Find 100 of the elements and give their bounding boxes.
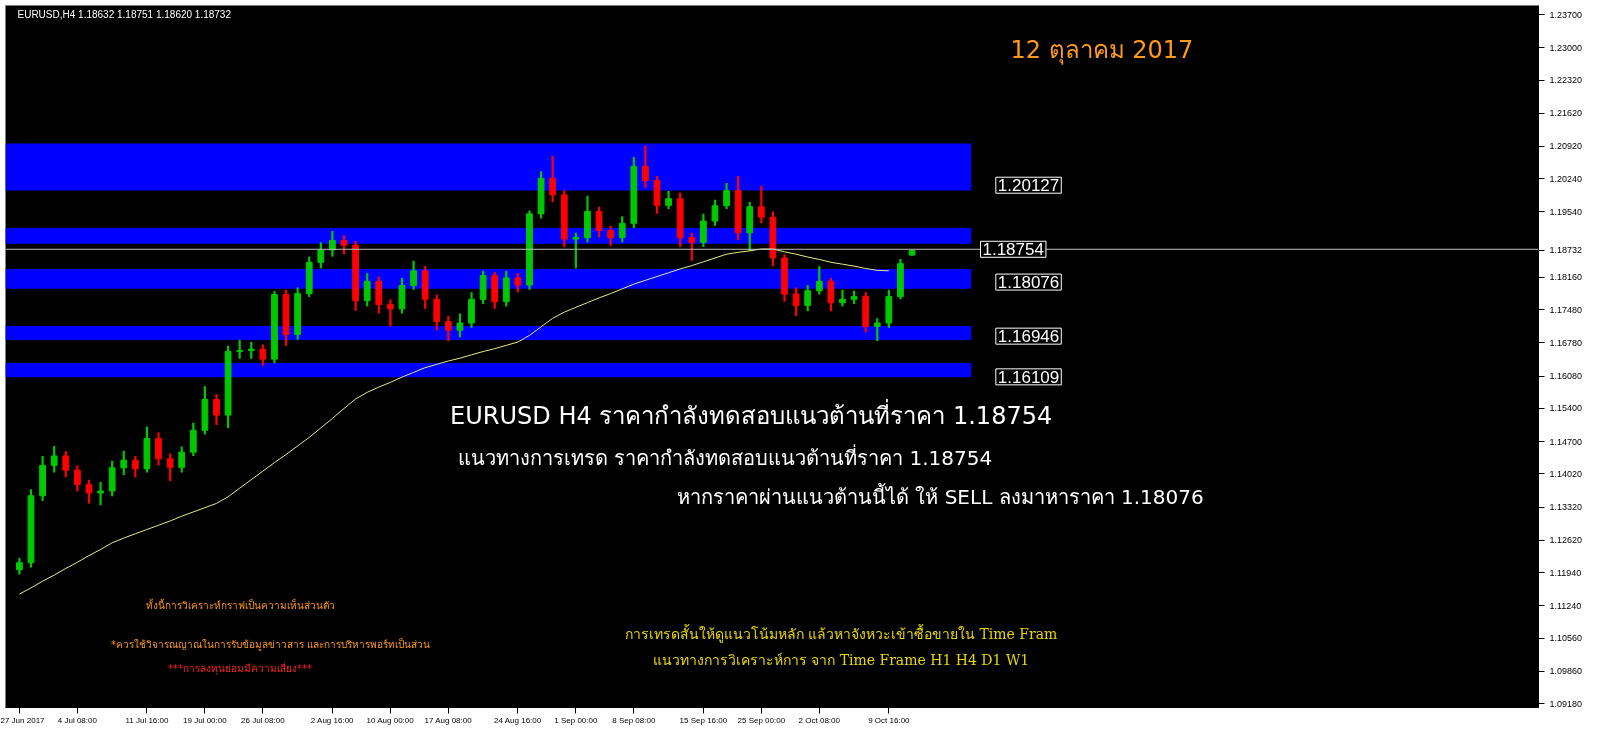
y-tick-label: 1.22320 bbox=[1549, 75, 1583, 86]
x-tick-label: 27 Jun 2017 bbox=[0, 715, 46, 725]
y-tick-label: 1.09180 bbox=[1549, 698, 1583, 709]
candlestick bbox=[329, 229, 336, 258]
candlestick bbox=[757, 184, 765, 225]
candlestick bbox=[502, 269, 510, 308]
y-tick-label: 1.20240 bbox=[1549, 173, 1583, 184]
x-tick-label: 19 Jul 00:00 bbox=[183, 715, 228, 725]
candlestick bbox=[259, 343, 267, 367]
candlestick bbox=[317, 241, 325, 270]
x-tick-label: 17 Aug 08:00 bbox=[424, 715, 473, 725]
x-tick-label: 10 Aug 00:00 bbox=[366, 715, 415, 725]
y-tick-label: 1.23000 bbox=[1549, 42, 1583, 53]
x-tick-label: 2 Aug 16:00 bbox=[310, 715, 355, 725]
candlestick bbox=[363, 272, 371, 308]
candlestick bbox=[514, 272, 522, 294]
candlestick bbox=[479, 269, 487, 306]
y-tick-label: 1.13320 bbox=[1549, 502, 1583, 513]
x-tick-label: 8 Sep 08:00 bbox=[612, 715, 656, 725]
candlestick bbox=[665, 189, 672, 211]
candlestick bbox=[97, 480, 104, 507]
candlestick bbox=[166, 452, 174, 483]
text: 1.16946 bbox=[997, 327, 1060, 347]
candlestick bbox=[711, 198, 719, 227]
y-tick-label: 1.09860 bbox=[1549, 666, 1583, 677]
candlestick bbox=[618, 215, 626, 244]
candlestick bbox=[549, 154, 557, 204]
candlestick bbox=[815, 264, 823, 296]
candlestick bbox=[120, 449, 128, 477]
candlestick bbox=[792, 286, 800, 318]
y-tick-label: 1.18160 bbox=[1549, 272, 1583, 283]
candlestick bbox=[642, 144, 649, 189]
y-tick-label: 1.16780 bbox=[1549, 337, 1583, 348]
y-tick-label: 1.14020 bbox=[1549, 468, 1583, 479]
annotation: แนวทางการวิเคราะห์การ จาก Time Frame H1 H4 D1 W1 bbox=[652, 652, 1030, 669]
y-tick-label: 1.12620 bbox=[1549, 535, 1583, 546]
candlestick bbox=[73, 464, 81, 493]
x-tick-label: 15 Sep 16:00 bbox=[679, 715, 728, 725]
annotation: หากราคาผ่านแนวต้านนี้ได้ ให้ SELL ลงมาหาราคา 1.18076 bbox=[676, 482, 1204, 509]
annotation: EURUSD H4 ราคากำลังทดสอบแนวต้านที่ราคา 1.18754 bbox=[450, 399, 1053, 431]
candlestick bbox=[386, 298, 394, 328]
text: 1.18076 bbox=[997, 273, 1060, 293]
annotation: แนวทางการเทรด ราคากำลังทดสอบแนวต้านที่ราคา 1.18754 bbox=[457, 444, 993, 471]
candlestick bbox=[607, 224, 615, 247]
text: 1.16109 bbox=[997, 367, 1060, 387]
y-tick-label: 1.15400 bbox=[1549, 403, 1583, 414]
candlestick bbox=[108, 459, 116, 498]
candlestick bbox=[131, 454, 139, 479]
y-tick-label: 1.21620 bbox=[1549, 108, 1583, 119]
candlestick bbox=[699, 212, 707, 249]
candlestick bbox=[85, 478, 93, 505]
candlestick bbox=[236, 338, 244, 360]
x-tick-label: 9 Oct 16:00 bbox=[868, 715, 911, 725]
annotation: ทั้งนี้การวิเคราะห์กราฟเป็นความเห็นส่วนตัว bbox=[145, 598, 335, 612]
candlestick bbox=[433, 293, 441, 332]
chart-title: EURUSD,H4 1.18632 1.18751 1.18620 1.18732 bbox=[17, 8, 232, 20]
candlestick bbox=[723, 181, 730, 211]
candlestick bbox=[189, 421, 197, 458]
x-tick-label: 1 Sep 00:00 bbox=[554, 715, 598, 725]
candlestick bbox=[398, 276, 406, 315]
x-tick-label: 4 Jul 08:00 bbox=[57, 715, 98, 725]
y-tick-label: 1.19540 bbox=[1549, 206, 1583, 217]
y-tick-label: 1.11240 bbox=[1549, 600, 1582, 611]
y-tick-label: 1.11940 bbox=[1549, 567, 1582, 578]
candlestick bbox=[375, 275, 383, 315]
candlestick bbox=[572, 231, 580, 270]
annotation: *ควรใช้วิจารณญาณในการรับข้อมูลข่าวสาร และการบริหารพอร์ทเป็นส่วน bbox=[111, 636, 431, 651]
candlestick bbox=[178, 445, 186, 474]
candlestick bbox=[839, 288, 846, 308]
y-tick-label: 1.18732 bbox=[1549, 245, 1583, 256]
candlestick bbox=[50, 444, 58, 474]
x-tick-label: 25 Sep 00:00 bbox=[737, 715, 786, 725]
candlestick bbox=[62, 450, 70, 479]
x-tick-label: 26 Jul 08:00 bbox=[241, 715, 286, 725]
y-tick-label: 1.14700 bbox=[1549, 436, 1583, 447]
candlestick bbox=[804, 283, 812, 313]
candlestick bbox=[827, 276, 835, 313]
candlestick bbox=[595, 205, 603, 239]
x-tick-label: 24 Aug 16:00 bbox=[494, 715, 542, 725]
y-tick-label: 1.20920 bbox=[1549, 141, 1583, 152]
candlestick bbox=[213, 393, 220, 427]
candlestick bbox=[155, 431, 162, 467]
y-tick-label: 1.16080 bbox=[1549, 371, 1583, 382]
y-tick-label: 1.23700 bbox=[1549, 9, 1583, 20]
annotation: ***การลงทุนย่อมมีความเสี่ยง*** bbox=[168, 661, 313, 676]
y-tick-label: 1.10560 bbox=[1549, 633, 1583, 644]
candlestick bbox=[688, 231, 696, 262]
candlestick bbox=[444, 314, 452, 343]
x-tick-label: 11 Jul 16:00 bbox=[125, 715, 169, 725]
candlestick bbox=[468, 291, 475, 329]
y-tick-label: 1.17480 bbox=[1549, 304, 1583, 315]
annotation: การเทรดสั้นให้ดูแนวโน้มหลัก แล้วหาจังหวะเข้าซื้อขายใน Time Fram bbox=[624, 623, 1058, 643]
candlestick bbox=[340, 234, 348, 256]
candlestick bbox=[456, 312, 464, 339]
text: 1.20127 bbox=[997, 176, 1060, 196]
x-tick-label: 2 Oct 08:00 bbox=[798, 715, 841, 725]
annotation: 1.18754 bbox=[982, 240, 1044, 260]
candlestick bbox=[410, 259, 417, 291]
candlestick bbox=[873, 317, 881, 343]
text: 12 ตุลาคม 2017 bbox=[1010, 35, 1194, 65]
